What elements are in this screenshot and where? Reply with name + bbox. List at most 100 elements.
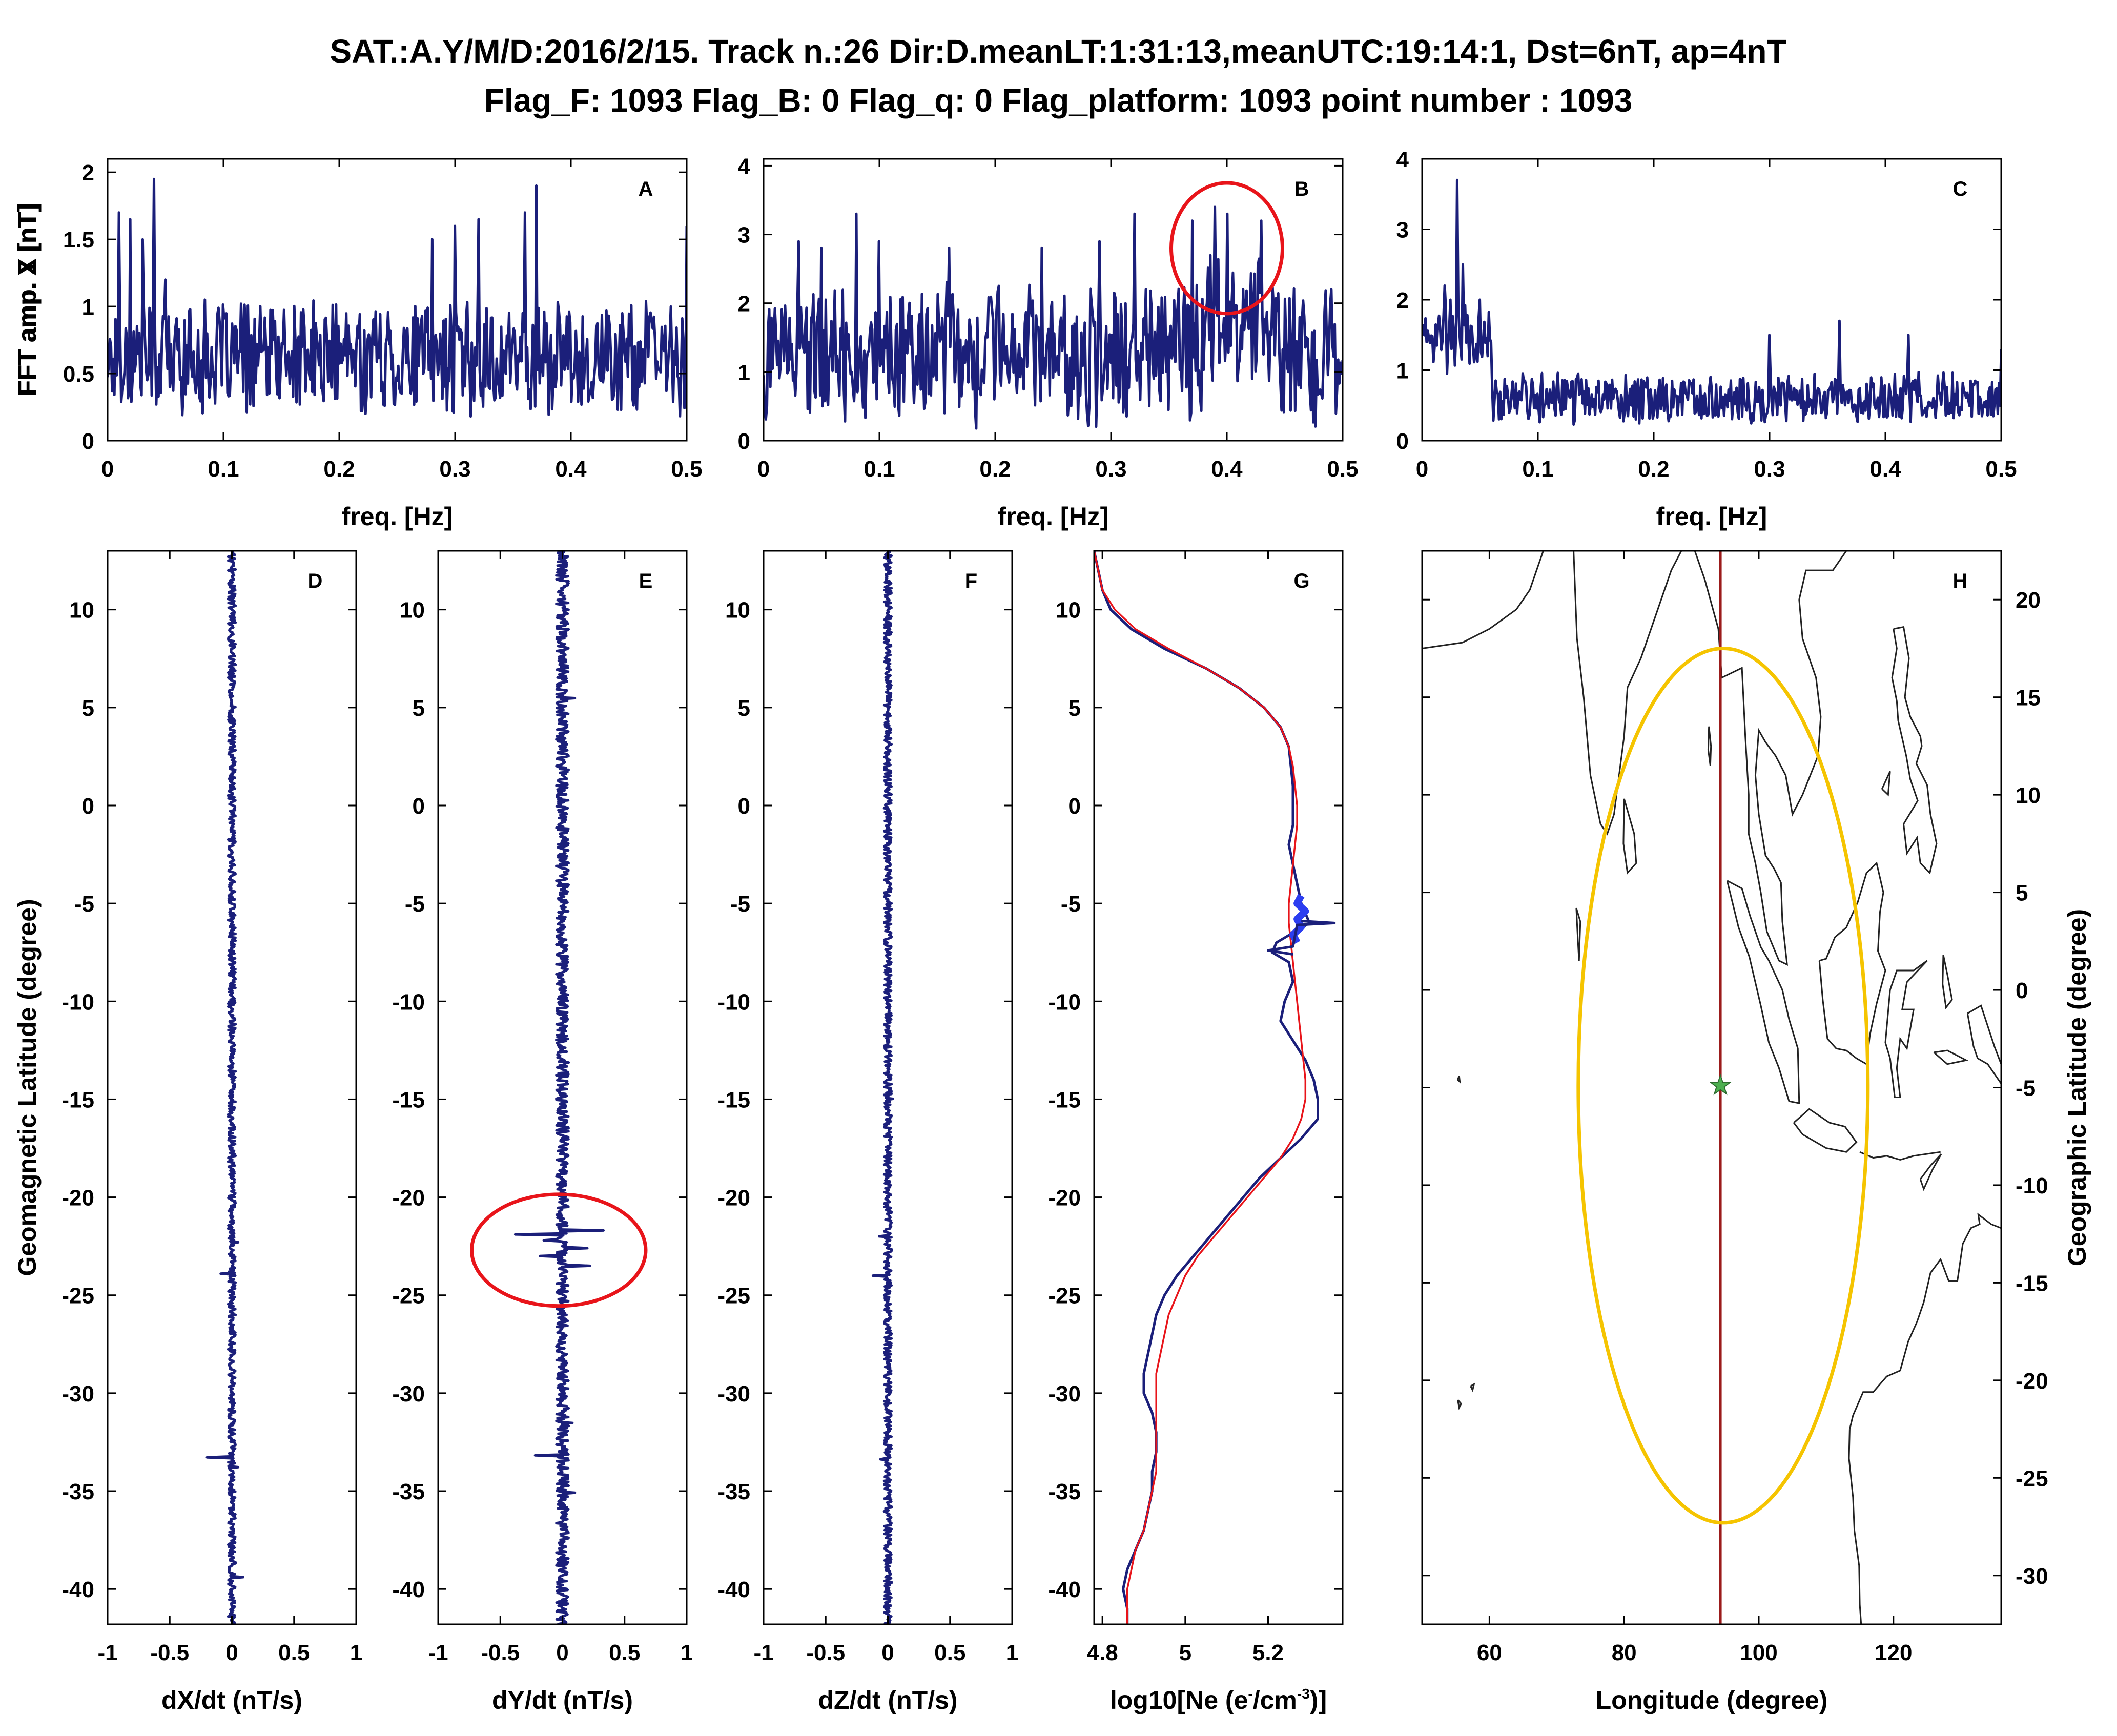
axes-frame-B (763, 158, 1344, 442)
x-tick-label-C: 0.1 (1522, 457, 1553, 482)
y-tick-label-E: -30 (392, 1381, 425, 1407)
panel-A: A 0 0.1 0.2 0.3 0.4 0.5 0 0.5 1 1.5 2 freq. [Hz] FFT … (13, 158, 703, 531)
y-tick-label-A: 2 (82, 160, 94, 185)
x-tick-label-E: 1 (681, 1640, 693, 1665)
coastline-halmahera (1942, 955, 1953, 1010)
coastline-southeast-asia (1694, 551, 1847, 966)
panel-F: F -1 -0.5 0 0.5 1 10 5 0 -5 -10 -15 -20 -25 -30 -35 -40 d… (717, 550, 1018, 1714)
y-tick-label-G: -5 (1061, 892, 1081, 917)
epicenter-star-marker (1709, 1073, 1732, 1096)
y-tick-label-F: 10 (725, 598, 750, 623)
y-tick-label-D: -35 (61, 1479, 94, 1504)
x-tick-label-F: -1 (753, 1640, 773, 1665)
panel-C: C 0 0.1 0.2 0.3 0.4 0.5 0 1 2 3 4 freq. [Hz] FFT amp.… (13, 147, 2017, 531)
x-tick-label-E: -0.5 (481, 1640, 520, 1665)
series-line-G-2 (1094, 551, 1307, 1624)
series-line-D (205, 551, 244, 1624)
x-tick-label-D: 1 (350, 1640, 362, 1665)
y-tick-label-H: -25 (2016, 1466, 2048, 1491)
y-tick-label-H: 10 (2016, 783, 2041, 808)
y-tick-label-G: -10 (1048, 989, 1081, 1015)
coastline-lesser-sunda (1859, 1151, 1941, 1161)
y-tick-label-D: 0 (82, 794, 94, 819)
y-tick-label-C: 2 (1396, 288, 1409, 313)
x-tick-label-D: -0.5 (150, 1640, 189, 1665)
y-tick-label-D: -20 (61, 1186, 94, 1211)
coastline-maldives (1575, 907, 1581, 961)
x-tick-label-B: 0.3 (1095, 457, 1126, 482)
panel-label-F: F (965, 570, 977, 592)
x-tick-label-A: 0.2 (323, 457, 355, 482)
y-tick-label-D: 10 (69, 598, 94, 623)
x-tick-label-B: 0.4 (1211, 457, 1243, 482)
x-tick-label-C: 0.5 (1985, 457, 2017, 482)
x-tick-label-D: 0 (225, 1640, 238, 1665)
y-tick-label-B: 0 (738, 429, 750, 454)
x-tick-label-F: -0.5 (806, 1640, 845, 1665)
y-tick-label-H: -5 (2016, 1076, 2036, 1101)
x-tick-label-C: 0.3 (1754, 457, 1785, 482)
x-tick-label-H: 60 (1477, 1640, 1502, 1665)
y-tick-label-G: 5 (1068, 696, 1081, 721)
x-axis-label-D: dX/dt (nT/s) (161, 1686, 302, 1714)
x-axis-label-H: Longitude (degree) (1596, 1686, 1828, 1714)
x-axis-label-C: freq. [Hz] (1656, 502, 1767, 531)
y-axis-label-A: FFT amp. X [nT] (13, 203, 42, 397)
y-tick-label-F: -30 (717, 1381, 750, 1407)
x-axis-label-B: freq. [Hz] (998, 502, 1109, 531)
coastline-mauritius (1470, 1382, 1475, 1393)
plot-area-G (1094, 551, 1336, 1624)
plot-area-C (1422, 178, 2001, 426)
panel-label-G: G (1293, 570, 1309, 592)
y-tick-label-A: 0 (82, 429, 94, 454)
y-tick-label-G: 0 (1068, 794, 1081, 819)
x-tick-label-A: 0 (101, 457, 114, 482)
y-axis-label-D: Geomagnetic Latitude (degree) (13, 899, 42, 1276)
y-tick-label-D: 5 (82, 696, 94, 721)
y-tick-label-G: 10 (1056, 598, 1081, 623)
y-tick-label-H: 5 (2016, 881, 2028, 906)
y-tick-label-E: -5 (405, 892, 425, 917)
y-tick-label-B: 2 (738, 292, 750, 317)
series-line-B (764, 205, 1343, 430)
x-tick-label-A: 0.5 (671, 457, 702, 482)
coastline-andaman-islands (1707, 726, 1712, 766)
y-tick-label-F: -20 (717, 1186, 750, 1211)
y-tick-label-C: 3 (1396, 218, 1409, 243)
y-tick-label-B: 4 (738, 154, 751, 179)
coastline-arabian-sea (1422, 551, 1544, 649)
y-tick-label-D: -5 (74, 892, 94, 917)
y-tick-label-H: -15 (2016, 1271, 2048, 1296)
panel-label-C: C (1953, 178, 1968, 200)
plot-area-B (764, 205, 1343, 430)
x-tick-label-F: 1 (1006, 1640, 1018, 1665)
coastline-seychelles (1457, 1076, 1461, 1084)
y-tick-label-D: -30 (61, 1381, 94, 1407)
y-tick-label-F: -10 (717, 989, 750, 1015)
preparation-zone-ellipse (1576, 646, 1870, 1525)
plot-area-E (513, 551, 605, 1624)
highlight-circle-B (1169, 181, 1284, 316)
plot-area-H (1422, 551, 2001, 1624)
coastline-java (1793, 1108, 1858, 1153)
y-tick-label-E: -25 (392, 1284, 425, 1309)
x-tick-label-D: 0.5 (278, 1640, 310, 1665)
y-tick-label-F: -15 (717, 1087, 750, 1112)
y-tick-label-C: 0 (1396, 429, 1409, 454)
x-axis-label-E: dY/dt (nT/s) (492, 1686, 633, 1714)
x-tick-label-E: 0.5 (609, 1640, 640, 1665)
y-tick-label-E: -15 (392, 1087, 425, 1112)
coastline-sumatra (1726, 880, 1800, 1104)
x-tick-label-C: 0.4 (1869, 457, 1901, 482)
x-tick-label-B: 0.1 (864, 457, 895, 482)
x-tick-label-A: 0.4 (555, 457, 587, 482)
series-line-C (1422, 178, 2001, 426)
plot-area-F (871, 551, 894, 1624)
x-tick-label-H: 80 (1612, 1640, 1637, 1665)
x-tick-label-B: 0 (757, 457, 770, 482)
coastline-northwest-australia (1848, 1212, 2001, 1430)
panel-H: H 60 80 100 120 20 15 10 5 0 -5 -10 -15 -20 -25 -30 Long… (1421, 550, 2091, 1714)
y-tick-label-D: -25 (61, 1284, 94, 1309)
coastline-palawan (1881, 771, 1891, 797)
y-tick-label-G: -30 (1048, 1381, 1081, 1407)
